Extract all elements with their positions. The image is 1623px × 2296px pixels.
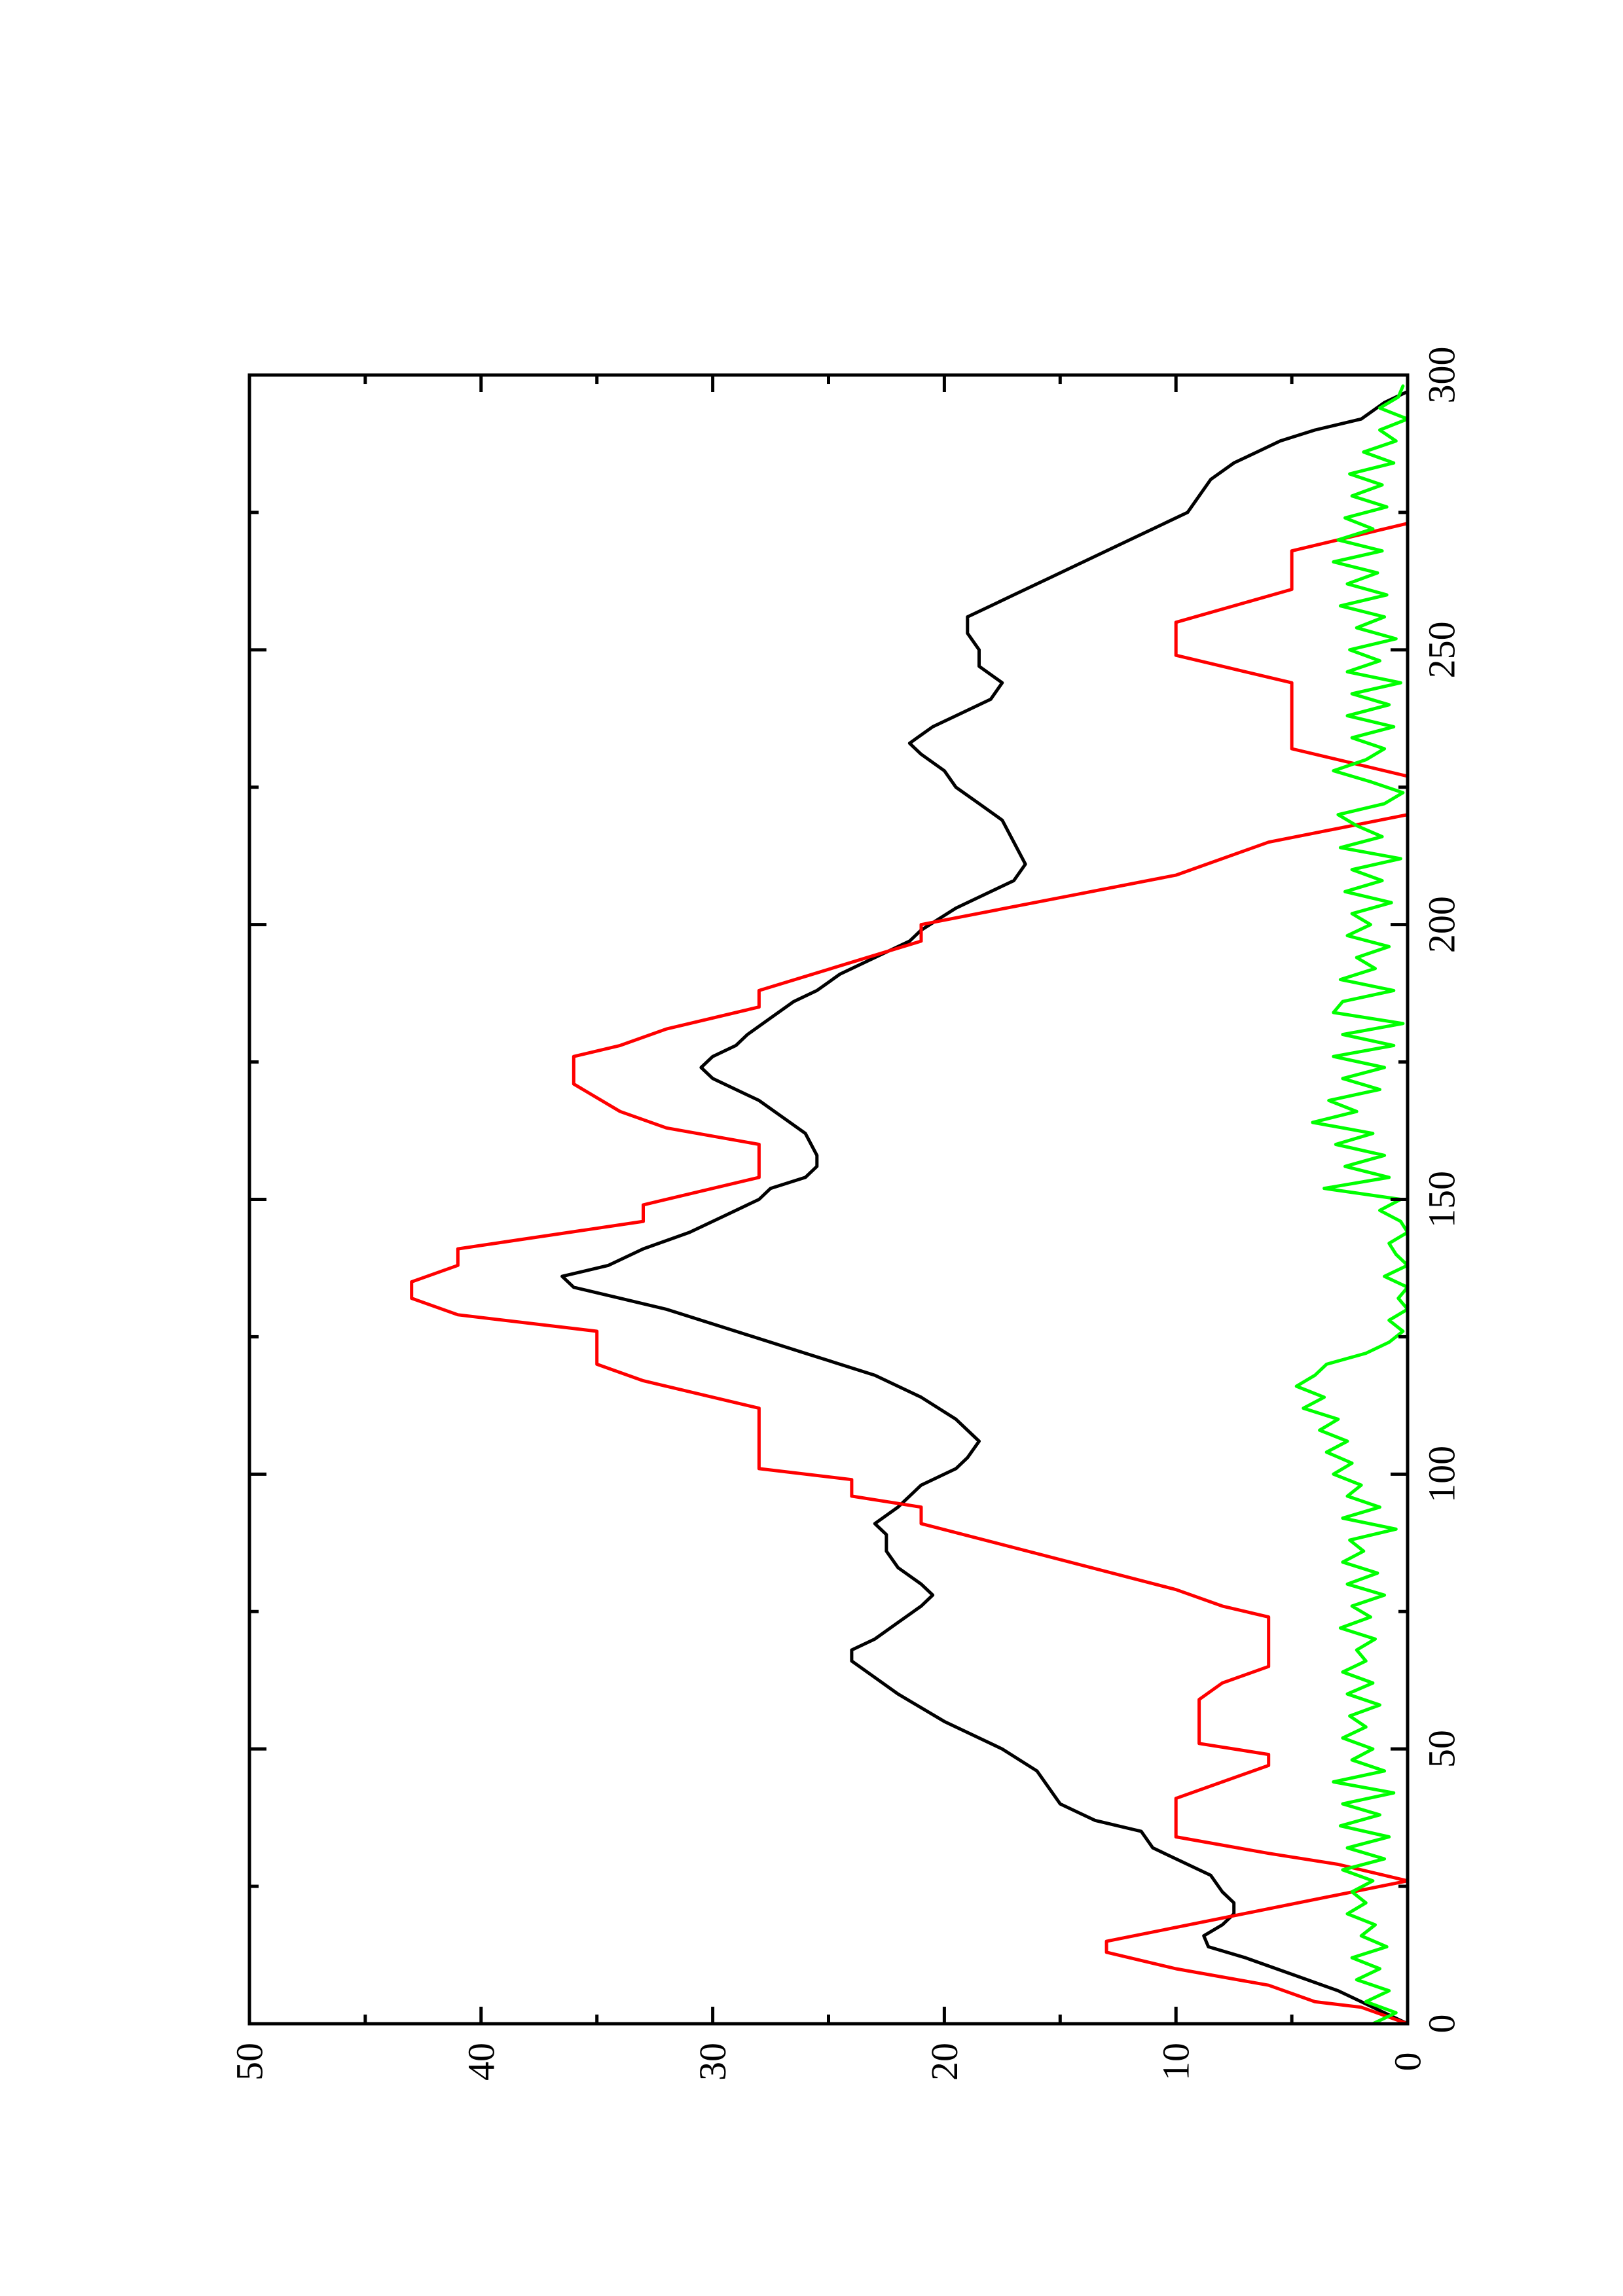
- series-line-1: [560, 389, 1410, 2026]
- x-tick-label: 0: [1421, 2015, 1463, 2034]
- y-tick-label: 10: [1155, 2043, 1197, 2081]
- tick-label-layer: 0 50 100 150 200 250 300 0 10 20 30 40 50: [228, 347, 1463, 2081]
- series-line-3: [1294, 384, 1410, 2026]
- x-tick-label: 200: [1421, 896, 1463, 953]
- plot-frame: [247, 373, 1410, 2026]
- series-layer: [410, 384, 1410, 2026]
- y-tick-label: 30: [691, 2043, 734, 2081]
- series-line-2: [410, 522, 1410, 2026]
- tick-layer: [247, 373, 1410, 2026]
- x-tick-label: 50: [1421, 1730, 1463, 1768]
- x-tick-label: 150: [1421, 1171, 1463, 1228]
- y-tick-label: 0: [1387, 2053, 1429, 2072]
- x-tick-label: 300: [1421, 347, 1463, 404]
- x-tick-label: 100: [1421, 1446, 1463, 1503]
- y-tick-label: 20: [923, 2043, 966, 2081]
- x-tick-label: 250: [1421, 621, 1463, 678]
- y-tick-label: 50: [228, 2043, 271, 2081]
- y-tick-label: 40: [460, 2043, 502, 2081]
